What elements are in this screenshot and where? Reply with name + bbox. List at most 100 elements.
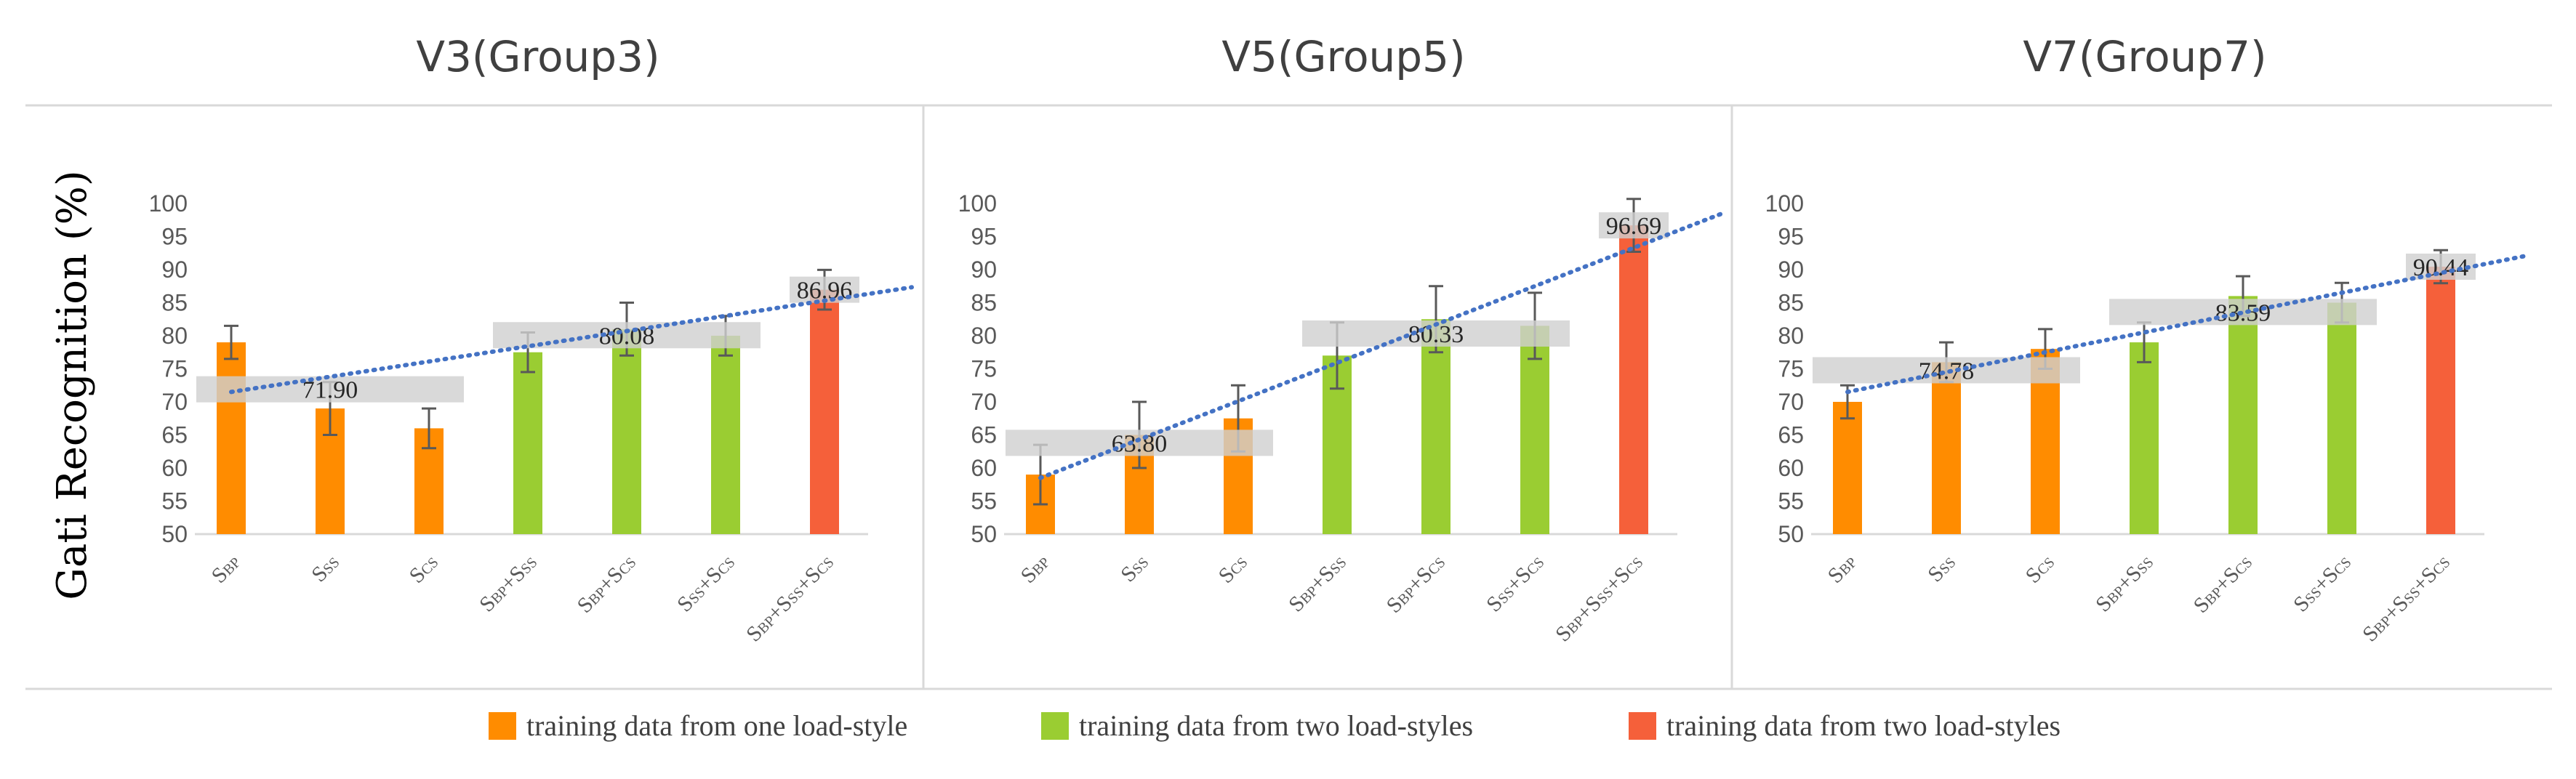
y-tick-label: 75 <box>971 356 997 382</box>
trend-line <box>1038 211 1723 480</box>
y-tick-label: 75 <box>1778 356 1804 382</box>
chart-frame <box>25 104 2552 690</box>
bar <box>612 328 641 534</box>
bar <box>1833 402 1862 534</box>
bar <box>2426 266 2455 534</box>
bar <box>217 342 246 534</box>
category-label: SBP <box>1823 550 1861 588</box>
category-label: SBP <box>1016 550 1054 588</box>
category-label: SCS <box>405 550 443 588</box>
mean-band <box>2109 299 2377 326</box>
y-tick-label: 55 <box>971 488 997 514</box>
category-label: SSS+SCS <box>1482 550 1549 617</box>
category-label: SBP+SSS <box>1284 550 1351 617</box>
y-tick-label: 55 <box>161 488 188 514</box>
panel-title: V7(Group7) <box>2023 32 2266 81</box>
y-tick-label: 80 <box>971 323 997 349</box>
bar <box>2228 296 2258 534</box>
category-label: SBP+SCS <box>2188 550 2257 618</box>
panel-3: 50 55 60 65 70 75 80 85 90 95 100 SBP SSS SCS SBP+SSS S… <box>1765 190 2530 647</box>
category-label: SSS <box>1923 550 1960 587</box>
y-tick-label: 95 <box>971 224 997 250</box>
mean-value-label: 80.08 <box>599 323 655 350</box>
y-tick-label: 85 <box>161 290 188 316</box>
error-bar <box>224 324 238 360</box>
legend-label: training data from one load-style <box>526 709 907 742</box>
y-tick-label: 60 <box>1778 455 1804 481</box>
y-tick-label: 65 <box>971 422 997 448</box>
y-tick-label: 50 <box>161 521 188 547</box>
y-tick-label: 85 <box>971 290 997 316</box>
category-label: SSS+SCS <box>673 550 739 617</box>
panel-2: 50 55 60 65 70 75 80 85 90 95 100 SBP SSS SCS SBP+SSS S… <box>958 190 1723 647</box>
panel-title: V3(Group3) <box>416 32 659 81</box>
category-label: SBP+SSS+SCS <box>742 550 838 647</box>
y-tick-label: 65 <box>1778 422 1804 448</box>
category-label: SCS <box>2021 550 2059 588</box>
panel-title: V5(Group5) <box>1221 32 1465 81</box>
mean-value-label: 63.80 <box>1112 430 1168 457</box>
panel-1: 50 55 60 65 70 75 80 85 90 95 100 SBP SSS SCS SBP+SSS S… <box>149 190 914 647</box>
bar <box>2130 342 2159 534</box>
y-tick-label: 70 <box>1778 389 1804 415</box>
bar <box>2327 302 2356 534</box>
y-tick-label: 90 <box>1778 257 1804 283</box>
category-label: SCS <box>1214 550 1252 588</box>
y-tick-label: 90 <box>971 257 997 283</box>
legend-item: training data from two load-styles <box>1041 709 1473 742</box>
bar <box>1932 362 1961 534</box>
category-label: SBP+SSS+SCS <box>1551 550 1648 647</box>
mean-value-label: 74.78 <box>1919 358 1975 385</box>
y-tick-label: 80 <box>161 323 188 349</box>
category-label: SBP+SSS <box>475 550 542 617</box>
mean-value-label: 96.69 <box>1606 213 1662 240</box>
y-tick-label: 85 <box>1778 290 1804 316</box>
y-tick-label: 95 <box>1778 224 1804 250</box>
legend-item: training data from one load-style <box>489 709 907 742</box>
y-tick-label: 100 <box>958 190 997 217</box>
mean-band <box>1813 357 2080 384</box>
y-tick-label: 50 <box>971 521 997 547</box>
legend-swatch <box>1629 712 1656 740</box>
y-tick-label: 95 <box>161 224 188 250</box>
error-bar <box>422 407 436 450</box>
category-label: SSS <box>1116 550 1153 587</box>
y-tick-label: 60 <box>161 455 188 481</box>
y-axis-label: Gati Recognition (%) <box>49 170 96 600</box>
category-label: SBP <box>207 550 245 588</box>
legend-swatch <box>489 712 516 740</box>
legend-item: training data from two load-styles <box>1629 709 2061 742</box>
mean-band <box>1599 212 1669 239</box>
y-tick-label: 100 <box>149 190 188 217</box>
category-label: SSS <box>307 550 344 587</box>
bar <box>1619 225 1648 534</box>
y-tick-label: 70 <box>971 389 997 415</box>
trend-line <box>229 285 914 395</box>
mean-band <box>1006 429 1273 456</box>
bar <box>1421 319 1450 534</box>
category-label: SBP+SSS+SCS <box>2358 550 2455 647</box>
y-tick-label: 65 <box>161 422 188 448</box>
category-label: SBP+SCS <box>572 550 641 618</box>
category-label: SBP+SCS <box>1381 550 1450 618</box>
y-tick-label: 60 <box>971 455 997 481</box>
category-label: SBP+SSS <box>2091 550 2158 617</box>
y-tick-label: 70 <box>161 389 188 415</box>
trend-line <box>1845 253 2530 395</box>
y-tick-label: 50 <box>1778 521 1804 547</box>
y-tick-label: 90 <box>161 257 188 283</box>
y-tick-label: 100 <box>1765 190 1804 217</box>
legend-label: training data from two load-styles <box>1666 709 2061 742</box>
bar <box>810 289 839 534</box>
header: V3(Group3) V5(Group5) V7(Group7) <box>416 32 2266 81</box>
y-tick-label: 80 <box>1778 323 1804 349</box>
y-tick-label: 55 <box>1778 488 1804 514</box>
legend-label: training data from two load-styles <box>1079 709 1473 742</box>
bar <box>1520 326 1549 534</box>
mean-band <box>2406 253 2476 280</box>
bar <box>711 336 740 534</box>
legend: training data from one load-style trainin… <box>489 709 2061 742</box>
y-tick-label: 75 <box>161 356 188 382</box>
legend-swatch <box>1041 712 1069 740</box>
category-label: SSS+SCS <box>2289 550 2356 617</box>
